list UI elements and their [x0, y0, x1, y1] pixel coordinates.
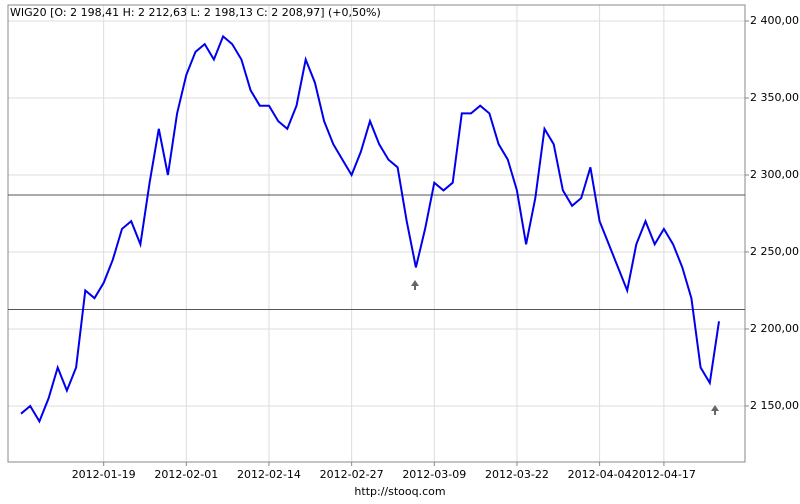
x-tick-label: 2012-03-09	[402, 468, 466, 481]
y-tick-label: 2 350,00	[750, 91, 799, 104]
x-tick-label: 2012-02-14	[237, 468, 301, 481]
y-tick-label: 2 300,00	[750, 168, 799, 181]
y-tick-label: 2 150,00	[750, 399, 799, 412]
y-tick-label: 2 250,00	[750, 245, 799, 258]
arrow-marker	[411, 280, 419, 290]
x-tick-label: 2012-04-17	[632, 468, 696, 481]
x-tick-label: 2012-01-19	[72, 468, 136, 481]
source: http://stooq.com	[354, 485, 445, 498]
x-tick-label: 2012-02-01	[154, 468, 218, 481]
x-tick-label: 2012-04-04	[568, 468, 632, 481]
chart-title: WIG20 [O: 2 198,41 H: 2 212,63 L: 2 198,…	[10, 6, 381, 19]
x-tick-label: 2012-03-22	[485, 468, 549, 481]
plot-frame	[7, 4, 746, 463]
series-line	[20, 34, 720, 424]
x-tick-label: 2012-02-27	[320, 468, 384, 481]
y-tick-label: 2 400,00	[750, 14, 799, 27]
arrow-marker	[711, 405, 719, 415]
y-tick-label: 2 200,00	[750, 322, 799, 335]
